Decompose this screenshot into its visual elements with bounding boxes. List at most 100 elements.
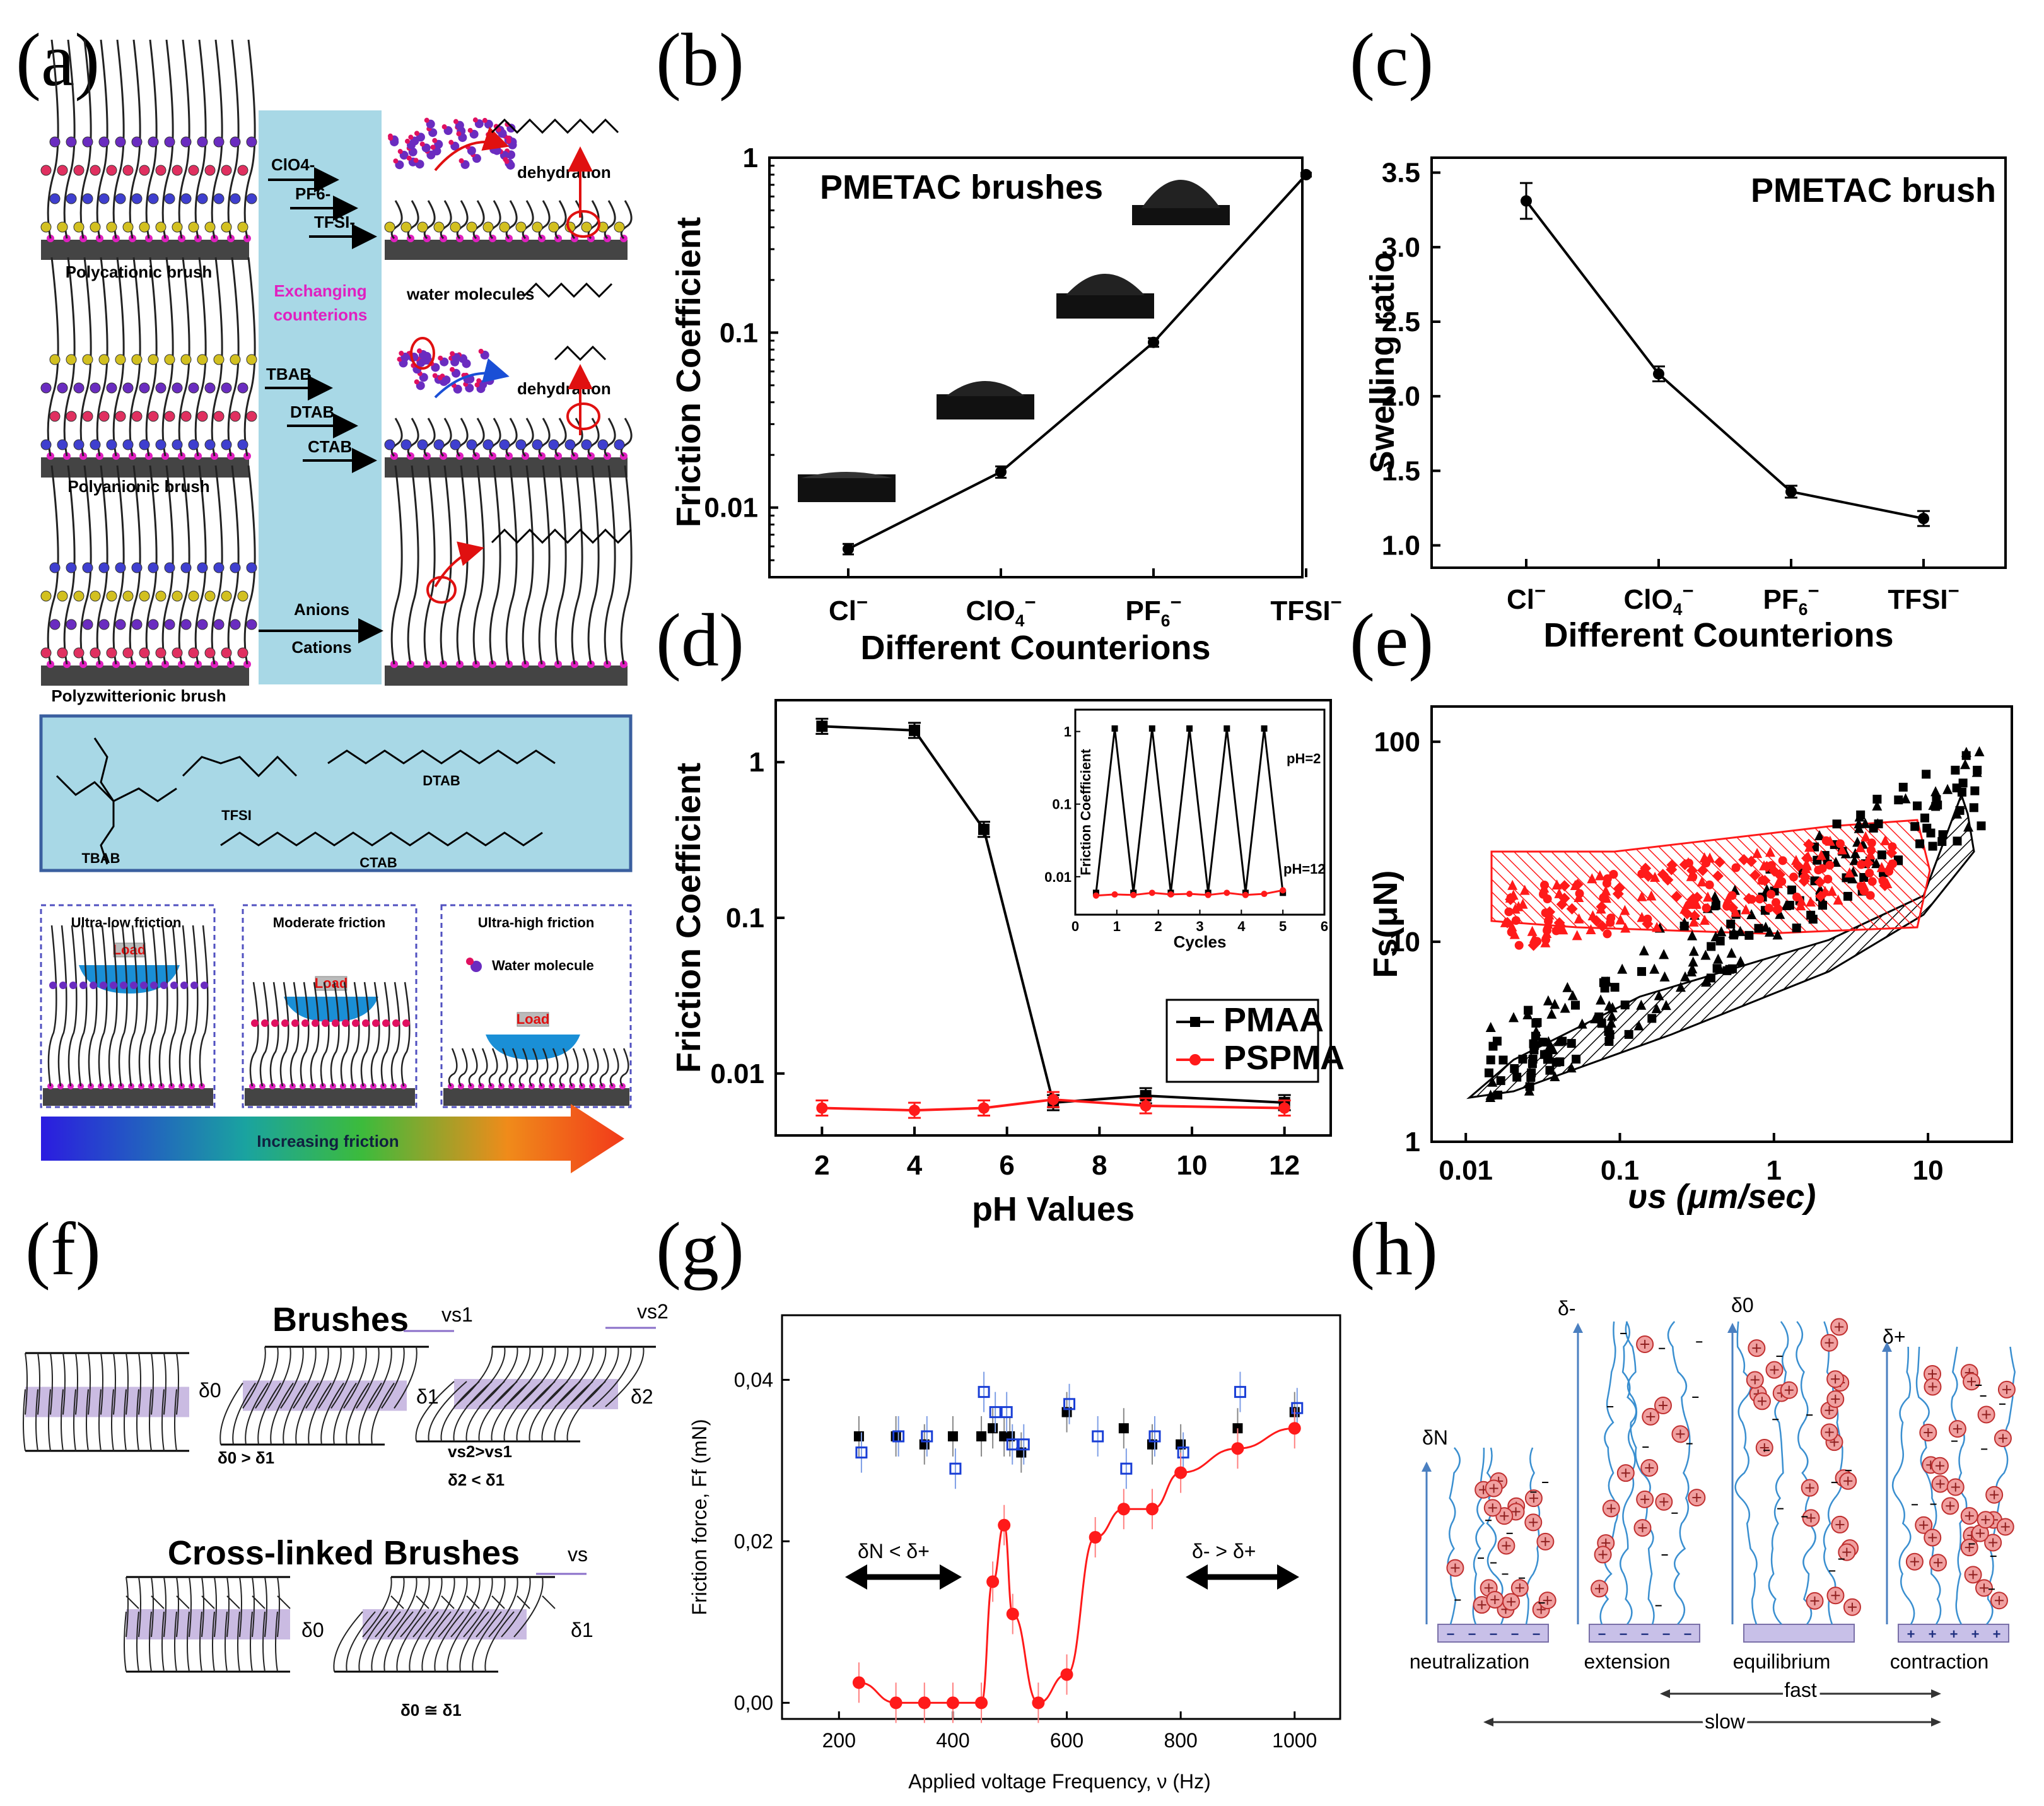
- marker-red: [1688, 872, 1698, 882]
- polymer-chain: [63, 465, 76, 665]
- x-tick-label: 0.1: [1601, 1155, 1639, 1186]
- polymer-chain: [522, 465, 534, 665]
- polymer-chain: [243, 39, 256, 239]
- point-blue: [1120, 1462, 1133, 1475]
- chain: [580, 1346, 619, 1407]
- inset-y-tick-label: 0.1: [1052, 797, 1072, 812]
- data-point: [978, 823, 990, 835]
- cations-label: Cations: [291, 638, 351, 657]
- marker-red: [1876, 862, 1887, 872]
- polymer-chain: [458, 1048, 468, 1087]
- marker-black: [1638, 945, 1649, 956]
- chain: [453, 1346, 493, 1407]
- panel-a-schematic: Exchanging counterions Polycationic brus…: [39, 39, 633, 1173]
- ion: [40, 439, 52, 450]
- ion: [246, 193, 257, 204]
- chain: [151, 1352, 154, 1415]
- polymer-chain: [128, 925, 138, 1087]
- marker-black: [1951, 765, 1960, 775]
- water-molecule: [170, 982, 178, 989]
- chain: [554, 1346, 594, 1407]
- f-d2-label: δ2: [631, 1385, 653, 1408]
- polymer-chain: [619, 1048, 629, 1087]
- load-label-2: Load: [315, 975, 348, 991]
- polymer-chain: [620, 200, 633, 240]
- water-molecule: [456, 131, 462, 137]
- ion: [230, 562, 241, 573]
- water-molecule: [190, 982, 198, 989]
- inset-point: [1148, 889, 1155, 896]
- chain: [136, 1389, 139, 1451]
- h-chain: [1915, 1346, 1942, 1625]
- ion: [131, 354, 143, 365]
- ion: [57, 590, 68, 602]
- polymer-chain: [423, 418, 436, 457]
- marker-black: [1715, 936, 1725, 946]
- chain: [283, 1382, 307, 1445]
- ion: [57, 382, 68, 394]
- ion: [66, 354, 77, 365]
- data-point: [1278, 1102, 1290, 1114]
- polymer-chain: [78, 925, 88, 1087]
- ultra-high-friction-label: Ultra-high friction: [478, 915, 595, 930]
- ion: [246, 562, 257, 573]
- chain: [438, 1576, 468, 1638]
- marker-black: [1486, 1055, 1495, 1065]
- inset-point: [1111, 725, 1118, 732]
- marker-black: [1746, 909, 1757, 920]
- marker-black: [1659, 949, 1669, 959]
- marker-red: [1792, 860, 1804, 872]
- water-molecule: [140, 982, 148, 989]
- marker-red: [1688, 916, 1699, 927]
- marker-black: [1607, 1002, 1618, 1012]
- marker-black: [1651, 1003, 1662, 1014]
- chain: [113, 1352, 116, 1415]
- polymer-chain: [118, 925, 128, 1087]
- chain: [567, 1346, 607, 1407]
- ion: [73, 439, 85, 450]
- chain: [479, 1346, 518, 1407]
- ion: [57, 439, 68, 450]
- marker-black: [1485, 1089, 1496, 1100]
- chain: [262, 1611, 266, 1672]
- marker-red: [1514, 941, 1524, 950]
- marker-black: [1849, 855, 1860, 865]
- marker-red: [1801, 858, 1812, 869]
- chart-b-frame: [768, 156, 1304, 578]
- chain: [592, 1346, 632, 1407]
- h-delta-minus: δ-: [1558, 1297, 1575, 1320]
- ion: [66, 562, 77, 573]
- water-molecule: [472, 117, 478, 123]
- ion: [204, 382, 216, 394]
- series-line: [1525, 200, 1924, 520]
- marker-black: [1567, 1039, 1576, 1048]
- ion: [66, 619, 77, 630]
- chain: [23, 1389, 26, 1451]
- zwitter-arrow: Anions Cations: [259, 600, 383, 657]
- ion: [49, 193, 61, 204]
- chart-g-frame: [781, 1314, 1341, 1720]
- marker-black: [1617, 963, 1628, 974]
- chain: [529, 1381, 568, 1442]
- chain: [226, 1576, 230, 1638]
- polymer-chain: [194, 39, 207, 239]
- marker-red: [1574, 891, 1584, 902]
- polymer-chain: [539, 1048, 549, 1087]
- marker-black: [1577, 1018, 1587, 1029]
- chain: [362, 1576, 392, 1638]
- marker-black: [1654, 990, 1664, 1000]
- chain: [465, 1381, 505, 1442]
- marker-red: [1508, 889, 1519, 900]
- point-blue: [1000, 1406, 1013, 1419]
- polymer-chain: [96, 39, 108, 239]
- marker-red: [1723, 893, 1734, 904]
- chain: [151, 1576, 154, 1638]
- counterion-arrows-top: ClO4- PF6- TFSI-: [268, 155, 377, 249]
- marker-black: [1558, 1036, 1567, 1046]
- ion: [237, 590, 248, 602]
- marker-red: [1566, 903, 1578, 915]
- chain: [270, 1382, 294, 1445]
- marker-red: [1587, 873, 1597, 884]
- h-surface-charge: −: [1598, 1626, 1606, 1642]
